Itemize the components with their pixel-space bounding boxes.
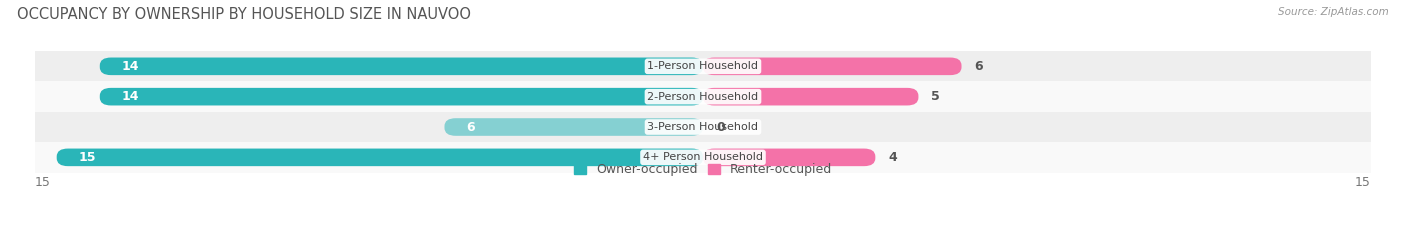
FancyBboxPatch shape (100, 88, 703, 106)
FancyBboxPatch shape (703, 149, 876, 166)
Text: 14: 14 (121, 90, 139, 103)
FancyBboxPatch shape (703, 88, 918, 106)
FancyBboxPatch shape (444, 118, 703, 136)
Legend: Owner-occupied, Renter-occupied: Owner-occupied, Renter-occupied (568, 158, 838, 181)
Bar (35, 82, 1371, 112)
Text: 14: 14 (121, 60, 139, 73)
FancyBboxPatch shape (56, 149, 703, 166)
FancyBboxPatch shape (703, 58, 962, 75)
Text: 15: 15 (79, 151, 96, 164)
Text: 3-Person Household: 3-Person Household (648, 122, 758, 132)
Text: 0: 0 (716, 120, 724, 134)
Text: 15: 15 (1355, 176, 1371, 189)
FancyBboxPatch shape (100, 58, 703, 75)
Bar (35, 142, 1371, 172)
Text: 2-Person Household: 2-Person Household (647, 92, 759, 102)
Text: 5: 5 (931, 90, 941, 103)
Text: 1-Person Household: 1-Person Household (648, 61, 758, 71)
Bar (35, 51, 1371, 82)
Text: 4: 4 (889, 151, 897, 164)
Text: OCCUPANCY BY OWNERSHIP BY HOUSEHOLD SIZE IN NAUVOO: OCCUPANCY BY OWNERSHIP BY HOUSEHOLD SIZE… (17, 7, 471, 22)
Text: 6: 6 (974, 60, 983, 73)
Bar (35, 112, 1371, 142)
Text: 6: 6 (465, 120, 475, 134)
Text: 15: 15 (35, 176, 51, 189)
Text: Source: ZipAtlas.com: Source: ZipAtlas.com (1278, 7, 1389, 17)
Text: 4+ Person Household: 4+ Person Household (643, 152, 763, 162)
